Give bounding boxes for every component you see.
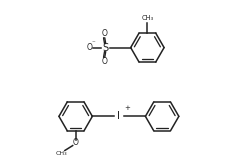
Text: O: O <box>101 57 107 66</box>
Text: CH₃: CH₃ <box>56 151 68 156</box>
Text: CH₃: CH₃ <box>141 15 153 21</box>
Text: ⁻: ⁻ <box>92 40 95 46</box>
Text: I: I <box>117 111 120 121</box>
Text: S: S <box>102 43 108 53</box>
Text: +: + <box>124 105 130 112</box>
Text: O: O <box>73 138 79 147</box>
Text: O: O <box>101 29 107 38</box>
Text: O: O <box>86 43 92 52</box>
